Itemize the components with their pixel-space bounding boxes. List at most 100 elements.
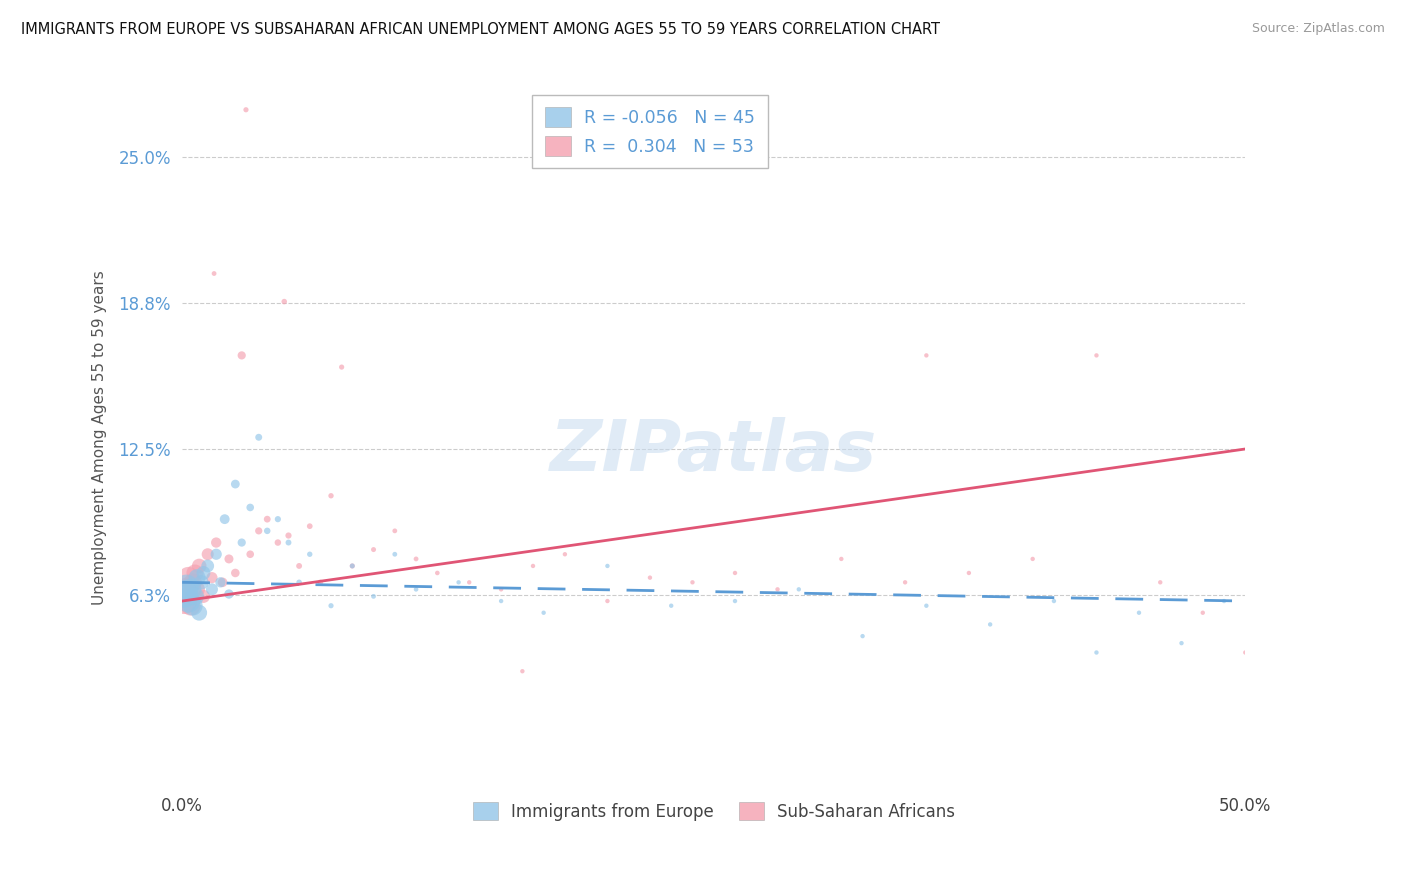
Point [214, 512, 236, 526]
Point [957, 566, 980, 580]
Point [363, 590, 385, 604]
Point [273, 294, 295, 309]
Point [596, 558, 619, 573]
Point [447, 575, 470, 590]
Point [979, 617, 1001, 632]
Point [405, 552, 427, 566]
Point [1234, 646, 1257, 660]
Point [1128, 606, 1150, 620]
Point [176, 580, 198, 594]
Point [218, 587, 240, 601]
Point [231, 348, 253, 362]
Point [177, 594, 200, 608]
Point [1191, 606, 1213, 620]
Text: Source: ZipAtlas.com: Source: ZipAtlas.com [1251, 22, 1385, 36]
Text: ZIPatlas: ZIPatlas [550, 417, 877, 486]
Point [1149, 575, 1171, 590]
Point [851, 629, 873, 643]
Point [1043, 594, 1066, 608]
Point [231, 535, 253, 549]
Point [787, 582, 810, 597]
Point [239, 547, 262, 561]
Point [426, 566, 449, 580]
Point [193, 590, 215, 604]
Point [211, 575, 233, 590]
Point [659, 599, 682, 613]
Point [309, 575, 332, 590]
Point [384, 547, 406, 561]
Point [176, 582, 198, 597]
Point [363, 542, 385, 557]
Point [193, 566, 215, 580]
Point [190, 575, 212, 590]
Point [288, 558, 311, 573]
Point [177, 571, 200, 585]
Point [181, 575, 204, 590]
Point [201, 571, 224, 585]
Point [724, 594, 747, 608]
Point [766, 582, 789, 597]
Point [267, 535, 290, 549]
Point [405, 582, 427, 597]
Point [186, 571, 208, 585]
Point [554, 547, 576, 561]
Point [218, 552, 240, 566]
Point [1085, 646, 1108, 660]
Point [173, 587, 195, 601]
Point [330, 360, 353, 375]
Point [201, 582, 224, 597]
Point [184, 566, 207, 580]
Point [188, 606, 211, 620]
Point [489, 594, 512, 608]
Point [235, 103, 257, 117]
Point [298, 519, 321, 533]
Text: IMMIGRANTS FROM EUROPE VS SUBSAHARAN AFRICAN UNEMPLOYMENT AMONG AGES 55 TO 59 YE: IMMIGRANTS FROM EUROPE VS SUBSAHARAN AFR… [21, 22, 941, 37]
Point [202, 267, 225, 281]
Point [638, 571, 661, 585]
Point [256, 512, 278, 526]
Point [209, 575, 232, 590]
Point [489, 582, 512, 597]
Point [186, 582, 208, 597]
Point [205, 547, 228, 561]
Point [239, 500, 262, 515]
Point [188, 558, 211, 573]
Point [288, 575, 311, 590]
Point [915, 348, 938, 362]
Point [267, 512, 290, 526]
Point [277, 528, 299, 542]
Point [512, 664, 534, 678]
Point [277, 535, 299, 549]
Point [298, 547, 321, 561]
Point [724, 566, 747, 580]
Point [173, 594, 195, 608]
Point [319, 489, 342, 503]
Point [894, 575, 917, 590]
Point [1021, 552, 1043, 566]
Point [180, 599, 202, 613]
Point [342, 558, 364, 573]
Point [522, 558, 544, 573]
Point [180, 582, 202, 597]
Point [197, 558, 219, 573]
Point [1085, 348, 1108, 362]
Point [682, 575, 704, 590]
Point [596, 594, 619, 608]
Point [533, 606, 555, 620]
Point [384, 524, 406, 538]
Legend: Immigrants from Europe, Sub-Saharan Africans: Immigrants from Europe, Sub-Saharan Afri… [464, 794, 963, 829]
Point [915, 599, 938, 613]
Y-axis label: Unemployment Among Ages 55 to 59 years: Unemployment Among Ages 55 to 59 years [93, 270, 107, 605]
Point [1170, 636, 1192, 650]
Point [205, 535, 228, 549]
Point [224, 566, 246, 580]
Point [197, 547, 219, 561]
Point [247, 430, 270, 444]
Point [830, 552, 852, 566]
Point [184, 590, 207, 604]
Point [1213, 594, 1236, 608]
Point [256, 524, 278, 538]
Point [181, 599, 204, 613]
Point [224, 477, 246, 491]
Point [342, 558, 364, 573]
